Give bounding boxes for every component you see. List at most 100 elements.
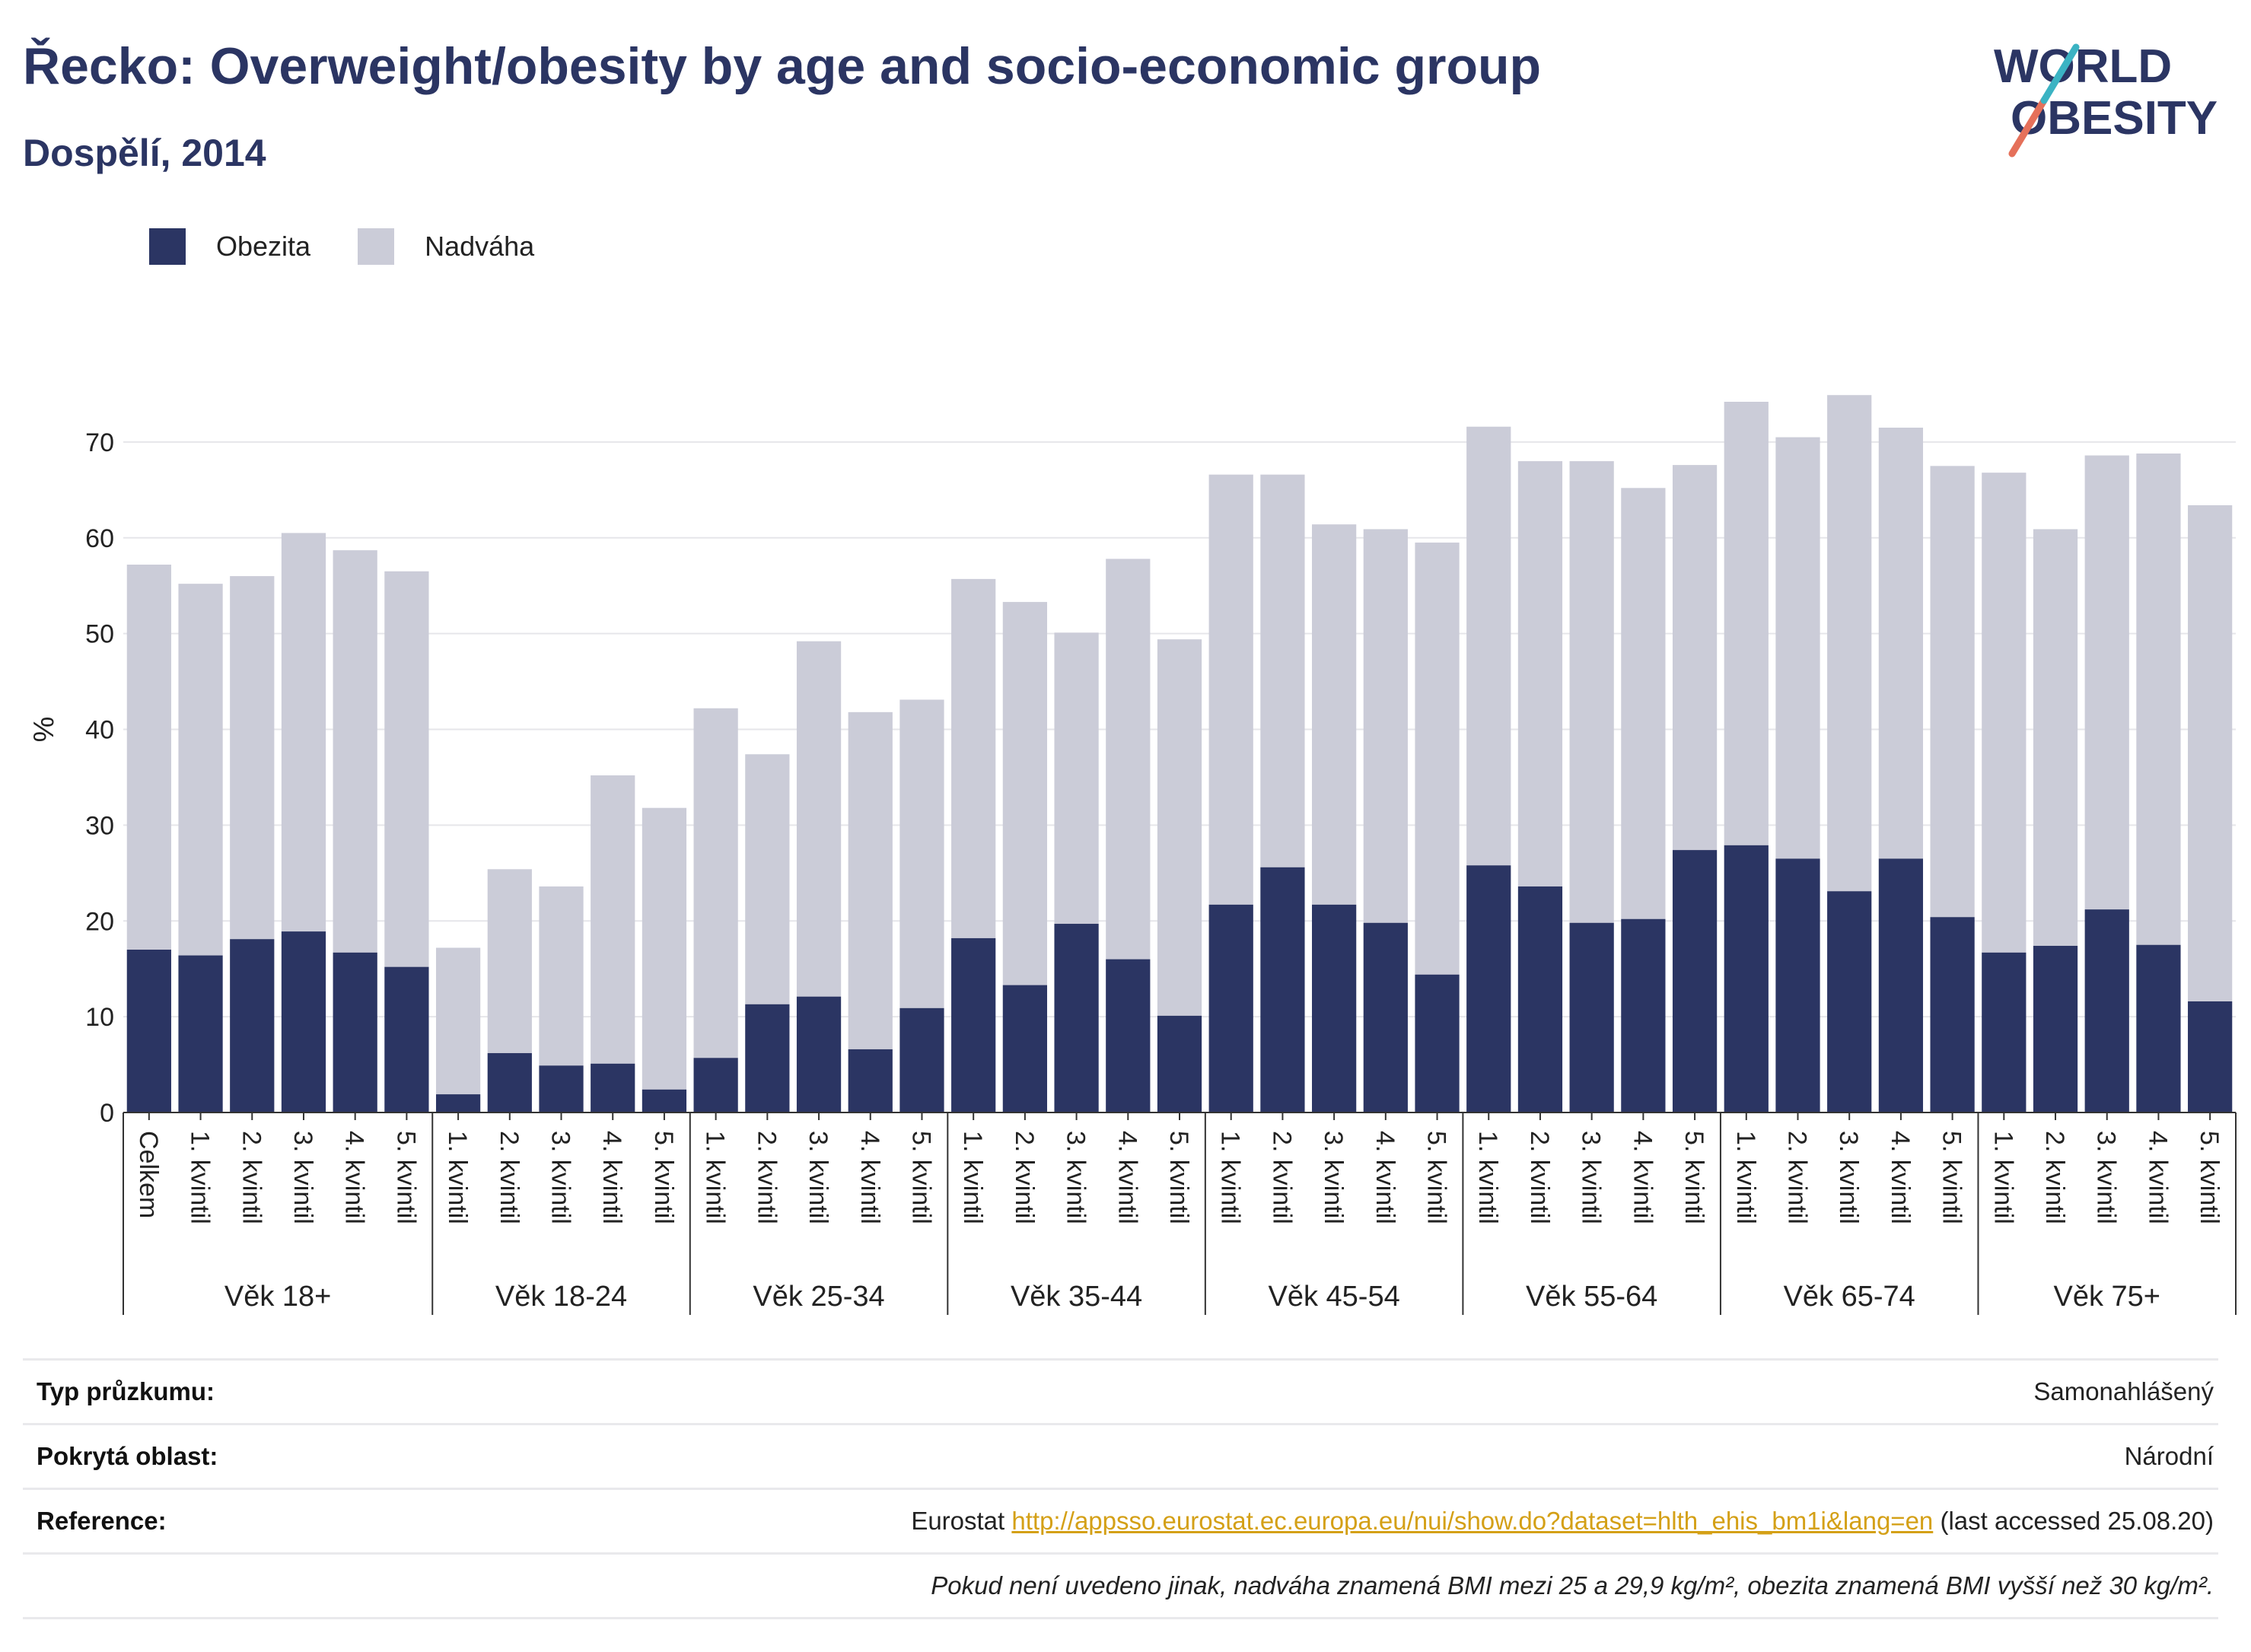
survey-type-value: Samonahlášený xyxy=(2033,1377,2214,1405)
category-label: 3. kvintil xyxy=(804,1131,833,1224)
y-axis-label: % xyxy=(28,717,60,743)
bar-overweight xyxy=(435,947,481,1095)
bar-obesity xyxy=(1724,845,1769,1112)
bar-obesity xyxy=(591,1063,635,1112)
category-label: 4. kvintil xyxy=(855,1131,884,1224)
bar-overweight xyxy=(1466,426,1511,866)
category-label: 3. kvintil xyxy=(2092,1131,2121,1224)
category-label: 1. kvintil xyxy=(1731,1131,1760,1224)
bar-obesity xyxy=(384,966,429,1112)
bar-chart: 0 10 20 30 40 50 60 70% Celkem 1. kvintil 2. kvint… xyxy=(28,395,2237,1315)
category-label: 4. kvintil xyxy=(597,1131,626,1224)
bar-obesity xyxy=(951,937,996,1112)
bar-overweight xyxy=(1569,461,1614,923)
bar-overweight xyxy=(2084,455,2129,910)
bar-obesity xyxy=(435,1094,481,1112)
bar-obesity xyxy=(1002,985,1047,1112)
category-label: 1. kvintil xyxy=(1216,1131,1245,1224)
bar-overweight xyxy=(951,578,996,938)
bar-obesity xyxy=(796,996,842,1112)
bar-obesity xyxy=(2136,944,2181,1112)
group-label: Věk 18-24 xyxy=(495,1281,627,1313)
y-tick-label: 10 xyxy=(85,1003,114,1032)
bar-obesity xyxy=(1157,1015,1202,1112)
reference-suffix: (last accessed 25.08.20) xyxy=(1940,1507,2214,1535)
category-label: 1. kvintil xyxy=(186,1131,215,1224)
bar-overweight xyxy=(1312,524,1357,905)
bar-overweight xyxy=(1260,474,1305,867)
y-tick-label: 30 xyxy=(85,811,114,840)
bar-overweight xyxy=(1415,543,1460,975)
bar-obesity xyxy=(2084,909,2129,1112)
category-label: 2. kvintil xyxy=(2040,1131,2069,1224)
page-subtitle: Dospělí, 2014 xyxy=(23,132,266,174)
reference-link[interactable]: http://appsso.eurostat.ec.europa.eu/nui/… xyxy=(1011,1507,1934,1535)
info-row-area: Pokrytá oblast: Národní xyxy=(23,1423,2218,1488)
bar-overweight xyxy=(796,641,842,997)
bar-obesity xyxy=(2033,945,2078,1112)
y-tick-label: 70 xyxy=(85,428,114,457)
bar-obesity xyxy=(1415,974,1460,1112)
group-label: Věk 55-64 xyxy=(1526,1281,1657,1313)
legend-label-overweight: Nadváha xyxy=(425,231,535,262)
bar-overweight xyxy=(1878,427,1924,859)
bar-obesity xyxy=(281,931,326,1112)
bar-overweight xyxy=(1621,488,1666,919)
bar-overweight xyxy=(1517,461,1563,886)
category-label: 5. kvintil xyxy=(2195,1131,2224,1224)
category-label: 2. kvintil xyxy=(495,1131,524,1224)
bar-obesity xyxy=(1930,917,1975,1112)
group-label: Věk 25-34 xyxy=(753,1281,884,1313)
bar-overweight xyxy=(1930,466,1975,918)
bar-overweight xyxy=(591,775,635,1064)
bar-obesity xyxy=(1517,886,1563,1112)
info-row-survey-type: Typ průzkumu: Samonahlášený xyxy=(23,1358,2218,1423)
bar-obesity xyxy=(745,1004,790,1112)
bar-obesity xyxy=(642,1089,687,1112)
bar-overweight xyxy=(1775,437,1820,859)
bar-obesity xyxy=(1827,891,1872,1112)
category-label: 2. kvintil xyxy=(1525,1131,1554,1224)
category-label: 5. kvintil xyxy=(649,1131,678,1224)
bar-overweight xyxy=(384,571,429,967)
info-row-reference: Reference: Eurostat http://appsso.eurost… xyxy=(23,1488,2218,1552)
group-label: Věk 35-44 xyxy=(1011,1281,1142,1313)
category-label: 2. kvintil xyxy=(237,1131,266,1224)
area-label: Pokrytá oblast: xyxy=(37,1442,218,1470)
category-label: 5. kvintil xyxy=(906,1131,935,1224)
bar-obesity xyxy=(178,955,223,1112)
bar-obesity xyxy=(126,950,171,1112)
category-label: 2. kvintil xyxy=(1267,1131,1296,1224)
bar-overweight xyxy=(487,869,532,1053)
bar-obesity xyxy=(539,1065,584,1112)
bar-obesity xyxy=(1054,924,1099,1112)
info-row-note: Pokud není uvedeno jinak, nadváha znamen… xyxy=(23,1552,2218,1619)
bar-overweight xyxy=(333,550,377,953)
category-label: 4. kvintil xyxy=(1371,1131,1399,1224)
chart-legend: Obezita Nadváha xyxy=(149,225,581,268)
legend-item-obesity: Obezita xyxy=(149,228,310,265)
reference-value: Eurostat http://appsso.eurostat.ec.europ… xyxy=(911,1507,2214,1536)
legend-label-obesity: Obezita xyxy=(216,231,311,262)
y-tick-label: 40 xyxy=(85,716,114,745)
category-label: 1. kvintil xyxy=(443,1131,472,1224)
category-label: 4. kvintil xyxy=(340,1131,369,1224)
bar-overweight xyxy=(281,533,326,932)
category-label: 3. kvintil xyxy=(546,1131,575,1224)
category-label: 1. kvintil xyxy=(958,1131,987,1224)
bar-obesity xyxy=(1672,850,1718,1112)
bar-overweight xyxy=(230,576,275,940)
bar-overweight xyxy=(1827,395,1872,892)
bar-obesity xyxy=(1363,922,1408,1112)
category-label: 1. kvintil xyxy=(701,1131,730,1224)
category-label: 1. kvintil xyxy=(1473,1131,1502,1224)
y-tick-label: 50 xyxy=(85,620,114,649)
category-label: 5. kvintil xyxy=(391,1131,420,1224)
category-label: 5. kvintil xyxy=(1164,1131,1193,1224)
y-tick-label: 20 xyxy=(85,907,114,936)
category-label: 2. kvintil xyxy=(1010,1131,1039,1224)
bar-overweight xyxy=(2033,529,2078,946)
category-label: 3. kvintil xyxy=(1062,1131,1090,1224)
bar-overweight xyxy=(899,699,944,1008)
category-label: 4. kvintil xyxy=(1628,1131,1657,1224)
